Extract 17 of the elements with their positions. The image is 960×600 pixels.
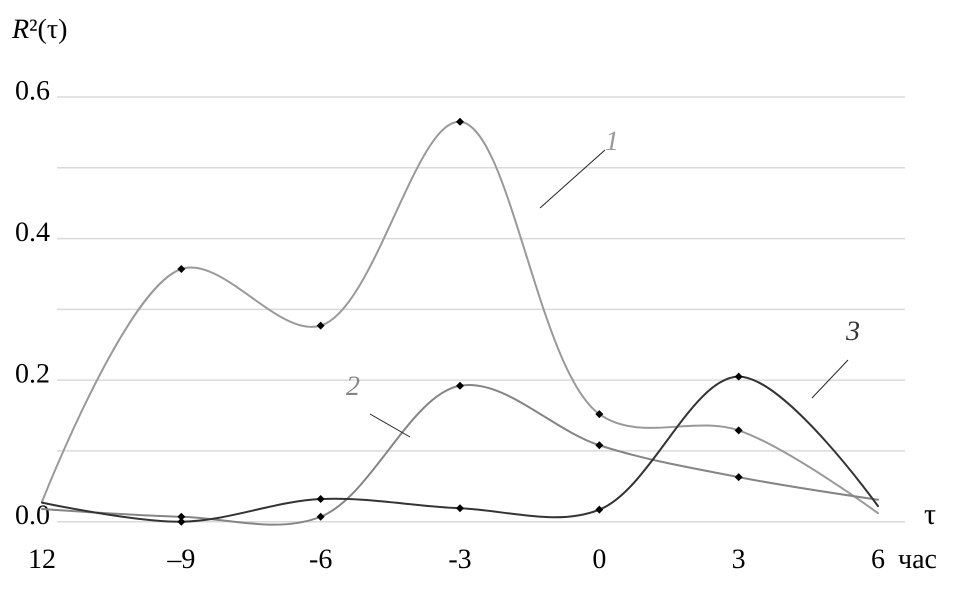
x-tick-label: 6 [871, 544, 885, 575]
x-tick-label: -6 [309, 544, 332, 575]
x-tick-label: –9 [166, 544, 196, 575]
text: час [898, 544, 937, 575]
y-axis-title: R²(τ) [11, 14, 68, 45]
text: 3 [845, 316, 860, 347]
text: 1 [605, 126, 619, 157]
y-tick-label: 0.4 [15, 216, 50, 248]
x-tick-label: 0 [592, 544, 606, 575]
y-tick-label: 0.0 [15, 500, 50, 532]
series-label: 2 [346, 371, 360, 402]
x-tick-label: 3 [732, 544, 746, 575]
x-tick-label: -3 [448, 544, 472, 575]
x-axis-title: τ [924, 498, 936, 531]
x-tick-label: 12 [28, 544, 56, 575]
y-tick-label: 0.2 [15, 358, 50, 390]
y-tick-label: 0.6 [15, 75, 50, 106]
